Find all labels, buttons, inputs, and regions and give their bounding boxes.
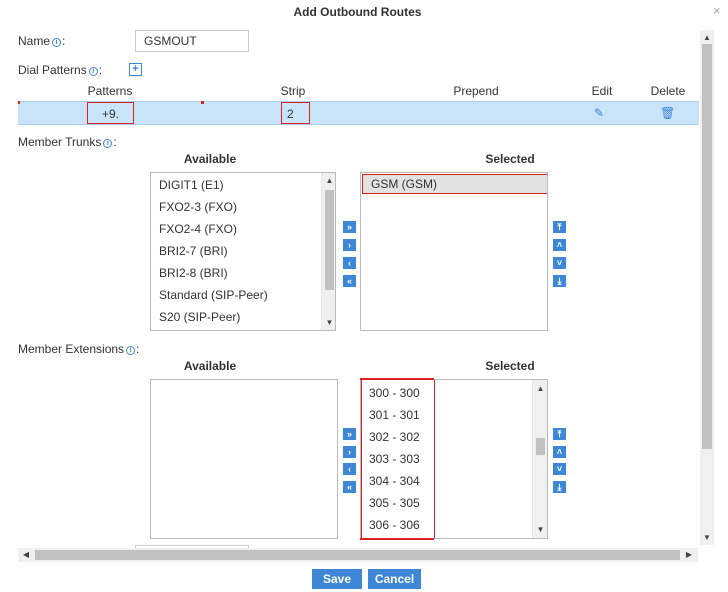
- list-item[interactable]: 306 - 306: [369, 518, 420, 532]
- list-item[interactable]: S20 (SIP-Peer): [159, 310, 241, 324]
- label-colon: :: [136, 342, 140, 356]
- info-icon: i: [52, 38, 62, 47]
- prepend-header: Prepend: [453, 84, 499, 98]
- strip-cell[interactable]: 2: [281, 102, 310, 124]
- list-item[interactable]: Standard (SIP-Peer): [159, 288, 268, 302]
- row-marker: [201, 101, 204, 104]
- list-item[interactable]: 304 - 304: [369, 474, 420, 488]
- extensions-remove-all-button[interactable]: «: [343, 481, 356, 493]
- trunks-available-scrollbar[interactable]: ▲ ▼: [321, 173, 335, 330]
- trunks-selected-heading: Selected: [485, 152, 535, 166]
- trunks-add-all-button[interactable]: »: [343, 221, 356, 233]
- scroll-down-arrow[interactable]: ▼: [703, 533, 711, 542]
- list-item[interactable]: BRI2-7 (BRI): [159, 244, 228, 258]
- extensions-add-button[interactable]: ›: [343, 446, 356, 458]
- dial-patterns-label: Dial Patterns i:: [18, 63, 102, 77]
- info-icon: i: [103, 139, 113, 148]
- edit-icon[interactable]: ✎: [594, 106, 605, 120]
- dial-patterns-label-text: Dial Patterns: [18, 63, 87, 77]
- list-item[interactable]: FXO2-3 (FXO): [159, 200, 238, 214]
- trunks-remove-all-button[interactable]: «: [343, 275, 356, 287]
- list-item[interactable]: DIGIT1 (E1): [159, 178, 224, 192]
- scroll-left-arrow[interactable]: ◀: [22, 550, 30, 559]
- dialog-horizontal-scrollbar[interactable]: ◀ ▶: [18, 548, 698, 562]
- delete-header: Delete: [650, 84, 686, 98]
- extensions-selected-highlight-bottom: [360, 538, 434, 540]
- member-extensions-label: Member Extensions i:: [18, 342, 139, 356]
- trash-icon[interactable]: 🗑: [660, 106, 676, 120]
- strip-header: Strip: [280, 84, 306, 98]
- name-label-text: Name: [18, 34, 51, 48]
- partial-input: [135, 545, 249, 549]
- label-colon: :: [98, 63, 103, 77]
- trunks-add-button[interactable]: ›: [343, 239, 356, 251]
- trunks-move-down-button[interactable]: ˅: [553, 257, 566, 269]
- trunks-move-top-button[interactable]: ⤒: [553, 221, 566, 233]
- list-item[interactable]: 305 - 305: [369, 496, 420, 510]
- extensions-selected-scrollbar[interactable]: ▲ ▼: [532, 380, 547, 538]
- list-item[interactable]: BRI2-8 (BRI): [159, 266, 228, 280]
- info-icon: i: [88, 67, 98, 76]
- save-button[interactable]: Save: [312, 569, 362, 589]
- label-colon: :: [113, 135, 117, 149]
- scroll-up-arrow[interactable]: ▲: [536, 384, 545, 393]
- extensions-selected-list[interactable]: 300 - 300 301 - 301 302 - 302 303 - 303 …: [360, 379, 548, 539]
- extensions-selected-heading: Selected: [485, 359, 535, 373]
- extensions-add-all-button[interactable]: »: [343, 428, 356, 440]
- extensions-move-down-button[interactable]: ˅: [553, 463, 566, 475]
- patterns-header: Patterns: [87, 84, 133, 98]
- scroll-up-arrow[interactable]: ▲: [325, 176, 334, 185]
- list-item[interactable]: 303 - 303: [369, 452, 420, 466]
- member-extensions-label-text: Member Extensions: [18, 342, 125, 356]
- scrollbar-thumb[interactable]: [35, 550, 680, 560]
- dialog-vertical-scrollbar[interactable]: ▲ ▼: [700, 30, 714, 545]
- list-item[interactable]: 301 - 301: [369, 408, 420, 422]
- trunks-available-list[interactable]: DIGIT1 (E1) FXO2-3 (FXO) FXO2-4 (FXO) BR…: [150, 172, 336, 331]
- scrollbar-thumb[interactable]: [702, 44, 712, 449]
- extensions-available-list[interactable]: [150, 379, 338, 539]
- name-input[interactable]: [135, 30, 249, 52]
- extensions-selected-highlight: [361, 380, 435, 538]
- extensions-move-up-button[interactable]: ˄: [553, 446, 566, 458]
- add-pattern-button[interactable]: +: [129, 63, 142, 76]
- dialog-title: Add Outbound Routes: [293, 5, 422, 19]
- row-marker: [18, 101, 20, 104]
- list-item[interactable]: 300 - 300: [369, 386, 420, 400]
- trunks-move-bottom-button[interactable]: ⤓: [553, 275, 566, 287]
- scroll-down-arrow[interactable]: ▼: [536, 525, 545, 534]
- extensions-move-top-button[interactable]: ⤒: [553, 428, 566, 440]
- extensions-available-heading: Available: [183, 359, 237, 373]
- member-trunks-label: Member Trunks i:: [18, 135, 117, 149]
- scrollbar-thumb[interactable]: [536, 438, 545, 455]
- member-trunks-label-text: Member Trunks: [18, 135, 102, 149]
- edit-header: Edit: [591, 84, 613, 98]
- pattern-row[interactable]: [18, 101, 699, 125]
- scrollbar-thumb[interactable]: [325, 190, 334, 290]
- scroll-right-arrow[interactable]: ▶: [685, 550, 693, 559]
- list-item[interactable]: FXO2-4 (FXO): [159, 222, 238, 236]
- extensions-move-bottom-button[interactable]: ⤓: [553, 481, 566, 493]
- scroll-down-arrow[interactable]: ▼: [325, 318, 334, 327]
- trunks-selected-list[interactable]: GSM (GSM): [360, 172, 548, 331]
- trunks-available-heading: Available: [183, 152, 237, 166]
- info-icon: i: [126, 346, 136, 355]
- close-icon[interactable]: ×: [713, 3, 721, 18]
- list-item[interactable]: GSM (GSM): [362, 174, 547, 194]
- pattern-cell[interactable]: +9.: [87, 102, 134, 124]
- label-colon: :: [62, 34, 66, 48]
- trunks-move-up-button[interactable]: ˄: [553, 239, 566, 251]
- extensions-selected-highlight-top: [360, 378, 434, 380]
- name-label: Name i:: [18, 34, 65, 48]
- extensions-remove-button[interactable]: ‹: [343, 463, 356, 475]
- list-item[interactable]: 302 - 302: [369, 430, 420, 444]
- scroll-up-arrow[interactable]: ▲: [703, 33, 711, 42]
- trunks-remove-button[interactable]: ‹: [343, 257, 356, 269]
- cancel-button[interactable]: Cancel: [368, 569, 421, 589]
